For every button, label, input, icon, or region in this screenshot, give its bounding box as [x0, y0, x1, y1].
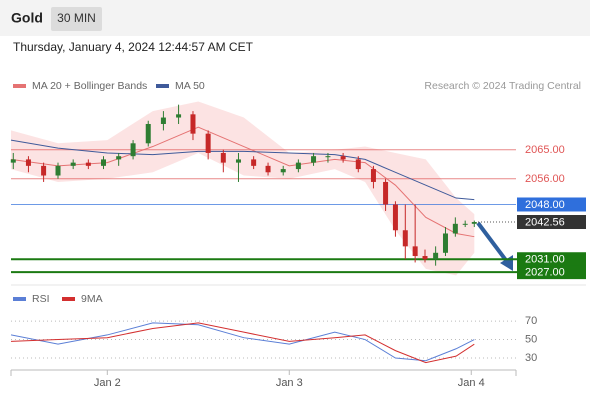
- candle-body: [265, 165, 271, 173]
- level-label-box: [517, 252, 586, 267]
- candle-body: [325, 156, 331, 158]
- candle-body: [10, 159, 16, 163]
- level-label: 2048.00: [525, 199, 565, 211]
- candle-body: [412, 246, 418, 257]
- candle-body: [85, 162, 91, 166]
- candle-body: [370, 169, 376, 182]
- candle-body: [462, 223, 468, 225]
- rsi-tick-label: 50: [525, 333, 537, 345]
- candle-body: [355, 159, 361, 170]
- legend-label: MA 50: [175, 80, 205, 92]
- rsi-tick-label: 70: [525, 315, 537, 327]
- rsi-legend-label: 9MA: [81, 293, 103, 305]
- x-tick-label: Jan 2: [94, 377, 121, 389]
- timeframe[interactable]: 30 MIN: [57, 11, 96, 25]
- candle-body: [101, 159, 107, 166]
- rsi-tick-label: 30: [525, 352, 537, 364]
- rsi-legend-label: RSI: [32, 293, 50, 305]
- timeframe-tab[interactable]: [51, 7, 102, 31]
- candle-body: [220, 152, 226, 163]
- level-label: 2056.00: [525, 173, 565, 185]
- ma20-line: [10, 126, 475, 238]
- legend-label: MA 20 + Bollinger Bands: [32, 80, 147, 92]
- subtitle: Thursday, January 4, 2024 12:44:57 AM CE…: [13, 40, 254, 54]
- candle-body: [190, 114, 196, 134]
- candle-body: [251, 159, 257, 166]
- candle-body: [433, 252, 439, 260]
- level-label: 2042.56: [525, 216, 565, 228]
- candle-body: [116, 156, 122, 160]
- candle-body: [295, 162, 301, 170]
- chart-title: Gold: [11, 10, 43, 26]
- candle-body: [392, 204, 398, 231]
- ma50-line: [10, 139, 475, 201]
- candle-body: [205, 133, 211, 153]
- candle-body: [383, 181, 389, 205]
- candle-body: [25, 159, 31, 166]
- candle-body: [145, 123, 151, 144]
- candle-body: [176, 114, 182, 118]
- projection-arrow: [476, 221, 510, 265]
- level-label: 2065.00: [525, 144, 565, 156]
- level-label: 2031.00: [525, 254, 565, 266]
- candle-body: [41, 165, 47, 176]
- bollinger-band: [11, 101, 475, 276]
- candle-body: [130, 143, 136, 157]
- candle-body: [311, 156, 317, 163]
- x-tick-label: Jan 3: [276, 377, 303, 389]
- candle-body: [55, 165, 61, 176]
- candle-body: [422, 256, 428, 260]
- candle-body: [452, 223, 458, 234]
- candle-body: [70, 162, 76, 166]
- candle-body: [280, 169, 286, 173]
- rsi-line: [10, 322, 475, 364]
- level-label-box: [517, 215, 586, 230]
- candle-body: [340, 156, 346, 160]
- candle-body: [235, 159, 241, 163]
- candle-body: [471, 222, 477, 224]
- x-tick-label: Jan 4: [458, 377, 485, 389]
- rsi-line: [10, 322, 475, 362]
- candle-body: [442, 233, 448, 253]
- candle-body: [402, 230, 408, 247]
- candle-body: [160, 117, 166, 124]
- level-label-box: [517, 197, 586, 212]
- credit: Research © 2024 Trading Central: [424, 80, 581, 92]
- level-label-box: [517, 265, 586, 280]
- level-label: 2027.00: [525, 267, 565, 279]
